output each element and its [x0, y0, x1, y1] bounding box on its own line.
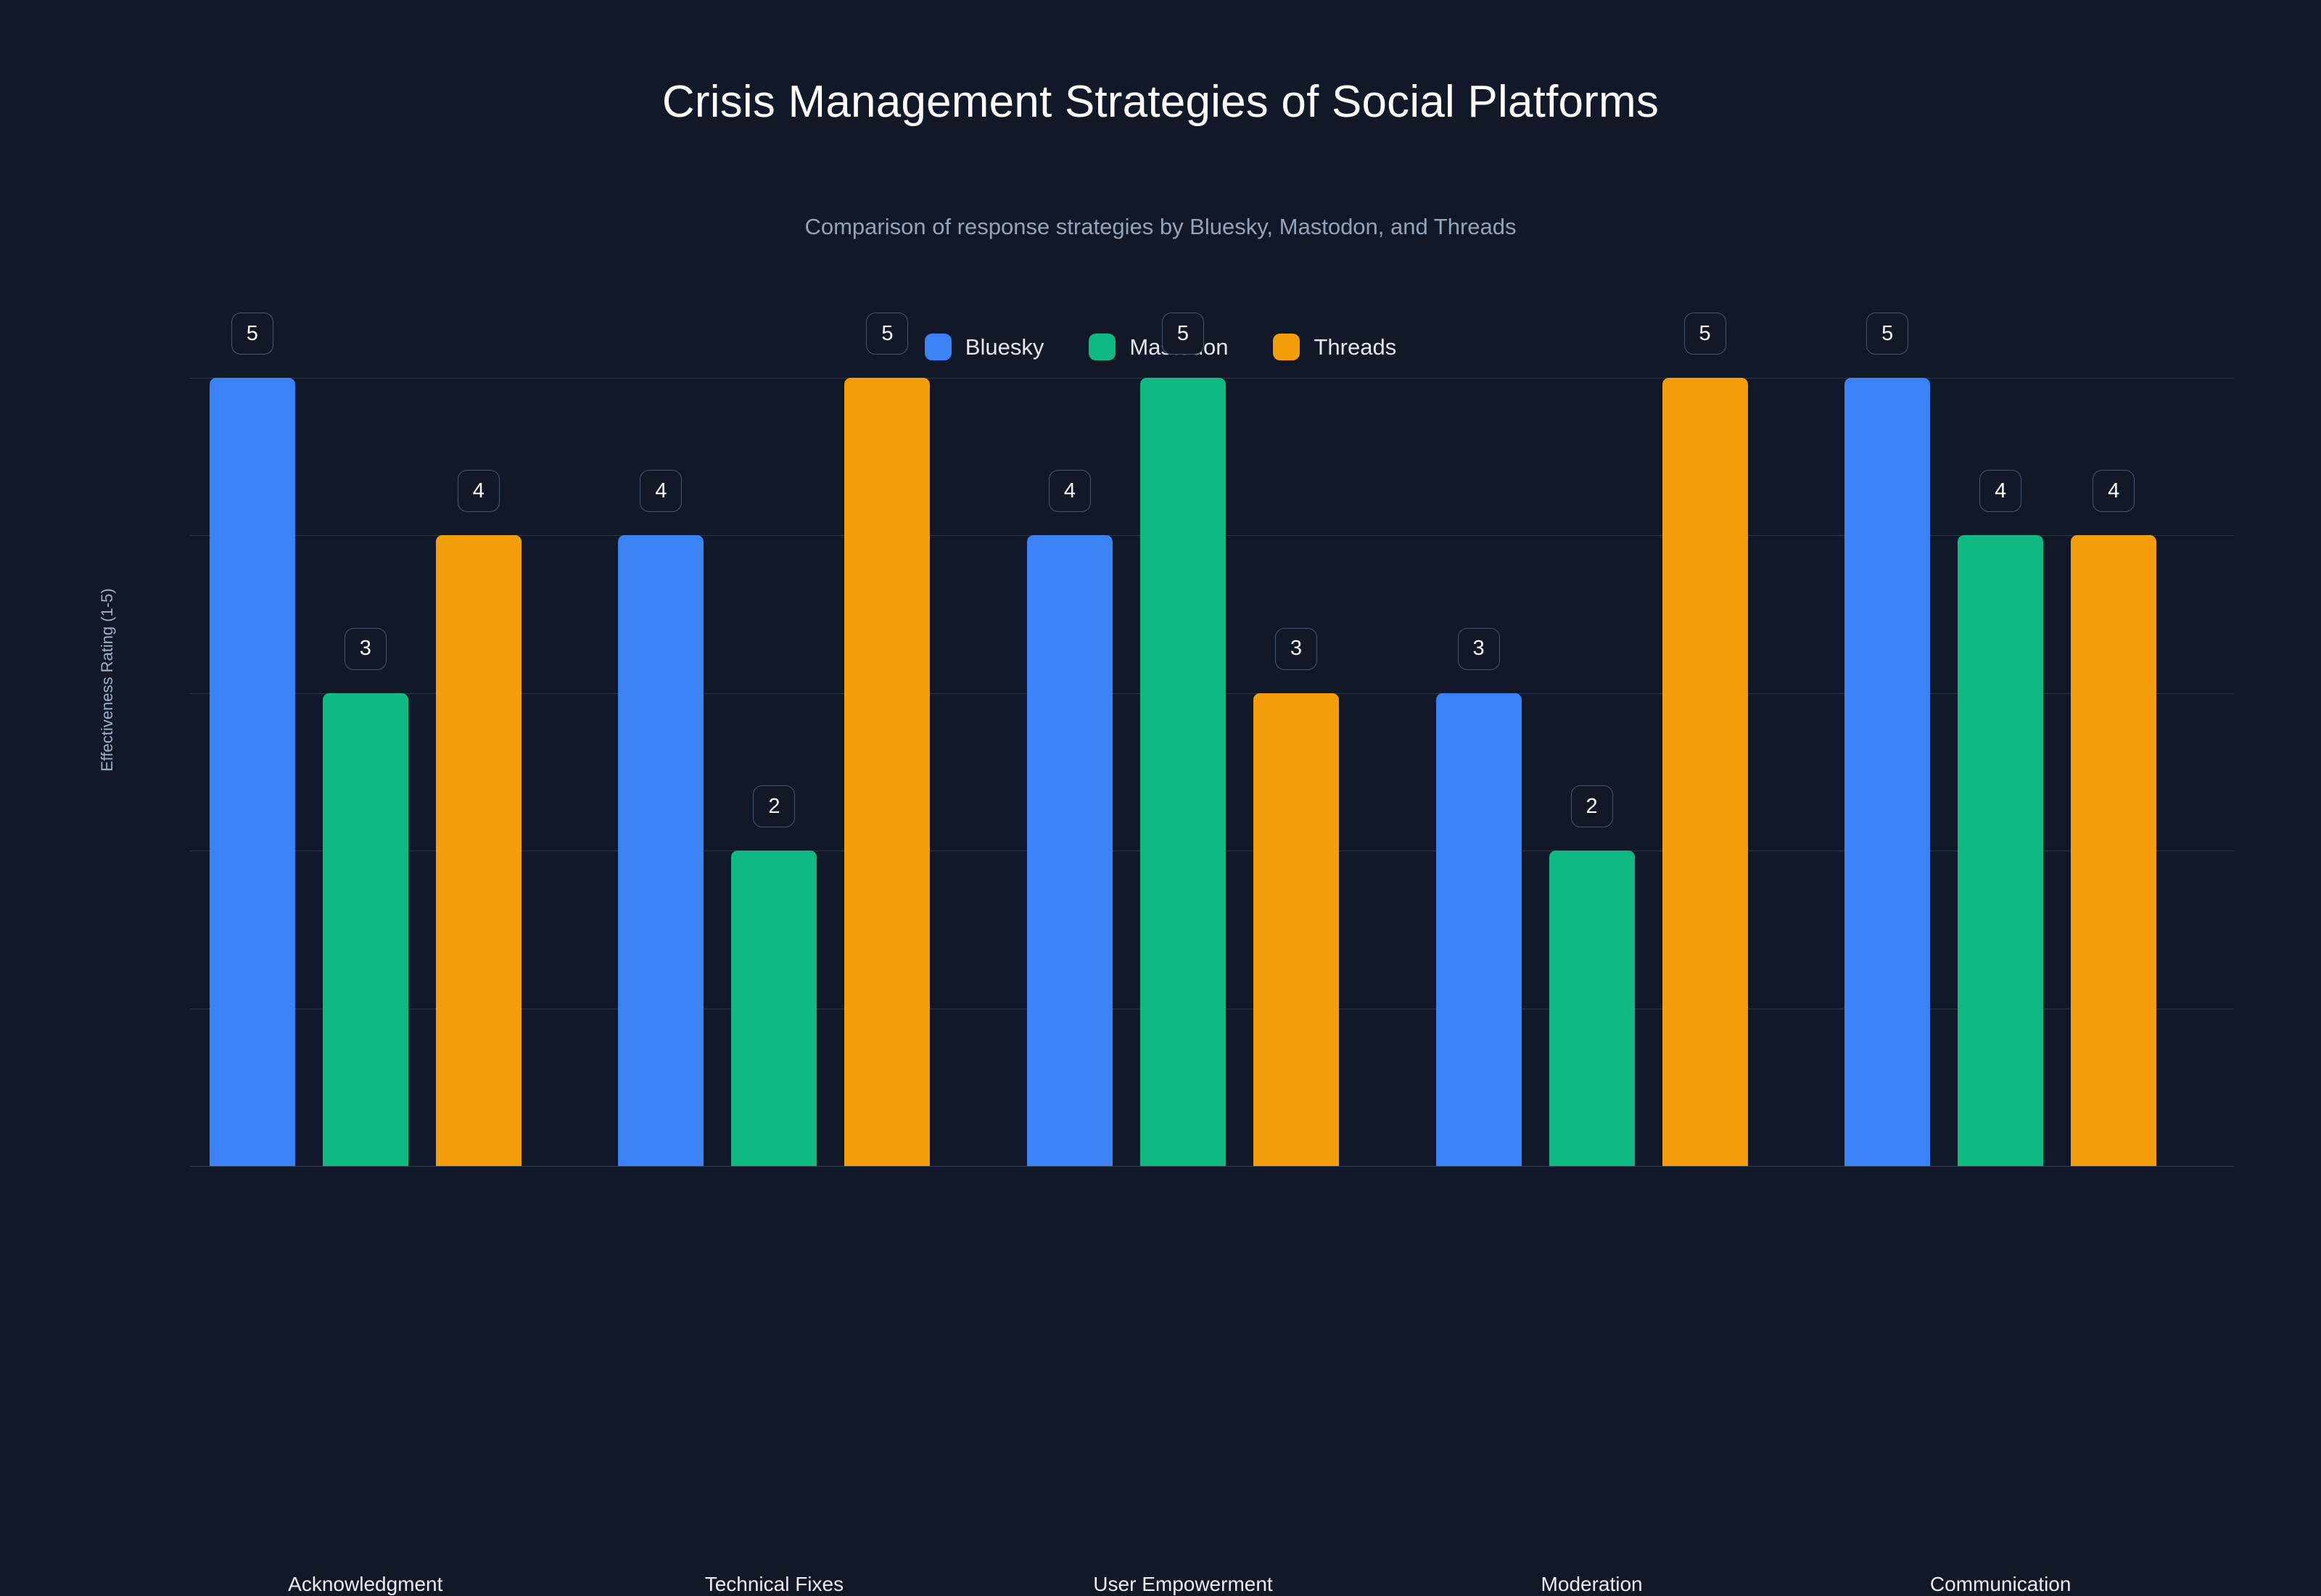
bar-value-label: 5 [1683, 313, 1726, 355]
bar[interactable] [1253, 692, 1339, 1166]
bar[interactable] [1662, 378, 1748, 1166]
bar-value-label: 5 [1866, 313, 1909, 355]
bar[interactable] [322, 692, 408, 1166]
chart-legend: Bluesky Mastodon Threads [0, 334, 2321, 360]
bar[interactable] [844, 378, 931, 1166]
bar[interactable] [1027, 535, 1113, 1166]
bar-value-label: 4 [2093, 470, 2135, 513]
bar[interactable] [731, 851, 817, 1166]
bar[interactable] [209, 378, 295, 1166]
plot-area: 012345534Acknowledgment425Technical Fixe… [190, 313, 2234, 1595]
gridline-0 [190, 1166, 2234, 1167]
x-tick-label: Technical Fixes [704, 1573, 844, 1595]
bar[interactable] [435, 535, 521, 1166]
bar-value-label: 3 [1457, 627, 1500, 670]
legend-item[interactable]: Mastodon [1089, 334, 1228, 360]
bar[interactable] [2071, 535, 2157, 1166]
legend-swatch-icon [1273, 334, 1300, 360]
legend-swatch-icon [1089, 334, 1116, 360]
x-tick-label: Moderation [1541, 1573, 1643, 1595]
bar-value-label: 3 [344, 627, 387, 670]
legend-item[interactable]: Bluesky [924, 334, 1044, 360]
bar[interactable] [1549, 851, 1635, 1166]
legend-swatch-icon [924, 334, 952, 360]
bar-value-label: 2 [753, 785, 796, 828]
bar-value-label: 5 [866, 313, 909, 355]
bar[interactable] [1844, 378, 1931, 1166]
chart-title: Crisis Management Strategies of Social P… [661, 77, 1660, 127]
legend-item[interactable]: Threads [1273, 334, 1396, 360]
bar[interactable] [1435, 692, 1522, 1166]
legend-label: Bluesky [965, 334, 1044, 360]
bar-value-label: 2 [1570, 785, 1613, 828]
bar-value-label: 4 [1049, 470, 1091, 513]
bar[interactable] [1958, 535, 2044, 1166]
bar-value-label: 3 [1275, 627, 1317, 670]
x-tick-label: Acknowledgment [288, 1573, 443, 1595]
bar-value-label: 4 [640, 470, 683, 513]
y-axis-title: Effectiveness Rating (1-5) [98, 588, 116, 772]
bar-value-label: 4 [1979, 470, 2022, 513]
chart-subtitle: Comparison of response strategies by Blu… [804, 214, 1517, 239]
bar[interactable] [618, 535, 704, 1166]
x-tick-label: User Empowerment [1093, 1573, 1273, 1595]
bar-value-label: 5 [231, 313, 273, 355]
legend-label: Threads [1314, 334, 1397, 360]
bar-chart-figure: Crisis Management Strategies of Social P… [0, 77, 2321, 1595]
x-tick-label: Communication [1929, 1573, 2071, 1595]
bar-value-label: 5 [1162, 313, 1204, 355]
bar-value-label: 4 [457, 470, 500, 513]
bar[interactable] [1140, 378, 1226, 1166]
